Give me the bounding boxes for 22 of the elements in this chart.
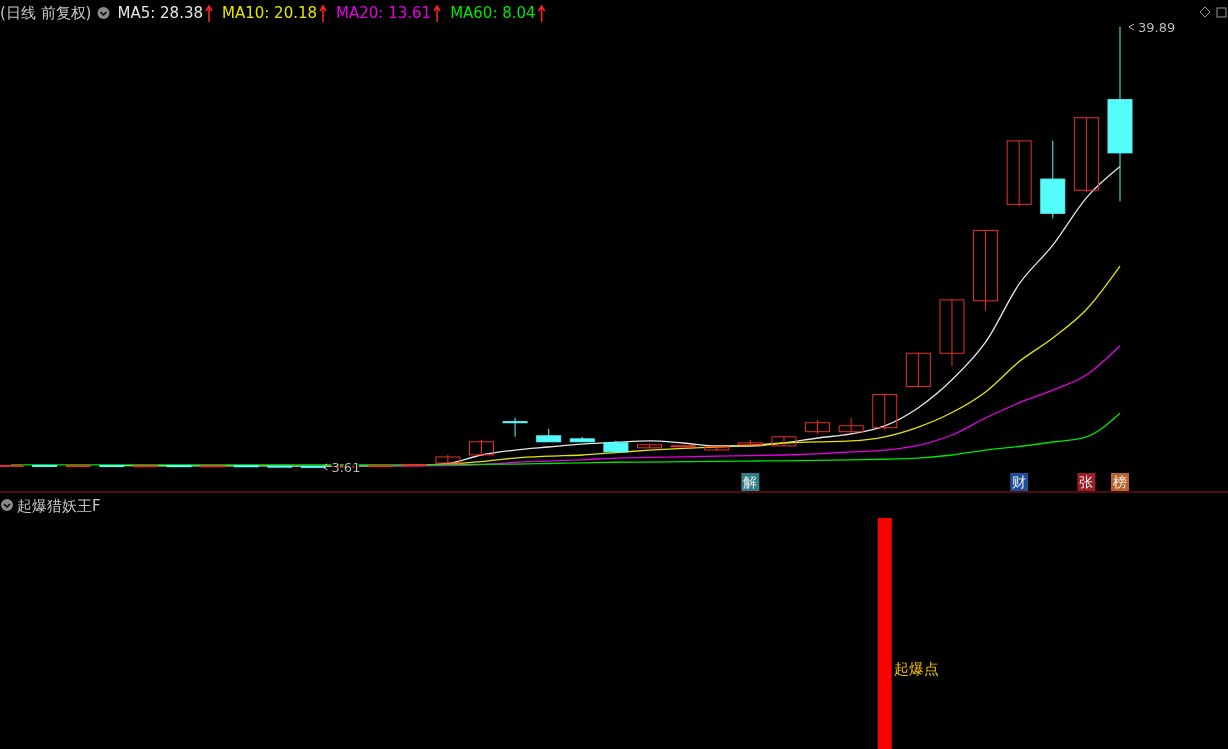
text: MA5: 28.38 — [117, 4, 203, 22]
candlestick — [1006, 140, 1032, 207]
candlestick — [939, 299, 965, 367]
chart-title: 起爆猎妖王F — [17, 497, 101, 515]
text: 39.89 — [1138, 19, 1176, 35]
text: MA10: 20.18 — [222, 4, 318, 22]
candlestick — [435, 454, 461, 464]
text: 财 — [1012, 474, 1027, 490]
annotation: 3.61 — [331, 459, 361, 475]
text: MA60: 8.04 — [450, 4, 536, 22]
candlestick — [771, 436, 797, 447]
candlestick — [502, 417, 528, 438]
text: 张 — [1079, 474, 1094, 490]
chart-title: (日线 前复权) — [0, 4, 92, 22]
candlestick — [905, 352, 931, 387]
annotation: 起爆点 — [893, 660, 939, 678]
text: 解 — [743, 474, 758, 490]
candlestick — [973, 229, 999, 312]
candlestick — [872, 393, 898, 431]
text: MA20: 13.61 — [336, 4, 432, 22]
text: 榜 — [1113, 474, 1127, 490]
candlestick — [1073, 117, 1099, 193]
